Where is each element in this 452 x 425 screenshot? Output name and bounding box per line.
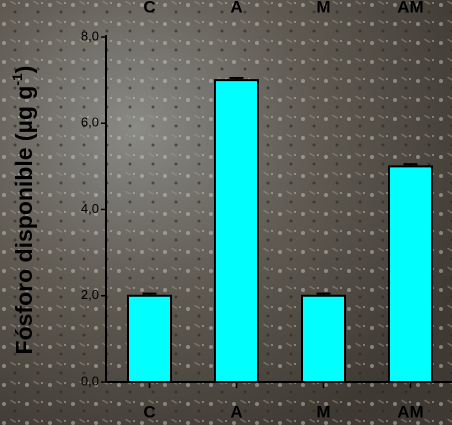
y-tick-label: 0,0 [81,373,99,388]
y-axis-label-text: Fósforo disponible (µg g [11,86,37,355]
y-tick-label: 2,0 [81,287,99,302]
bar [302,296,345,382]
bar [128,296,171,382]
y-axis-label: Fósforo disponible (µg g-1) [9,66,37,355]
chart: Fósforo disponible (µg g-1) 0,0 2,0 4,0 6,0… [0,0,452,425]
y-tick-label: 8,0 [81,28,99,43]
top-category-label: AM [397,0,423,16]
bar [389,166,432,382]
y-axis-label-superscript: -1 [9,73,25,86]
y-tick-label: 6,0 [81,115,99,130]
x-tick-label: C [143,402,155,421]
top-category-label: A [230,0,242,16]
bar [215,80,258,382]
top-category-label: M [316,0,330,16]
y-tick-label: 4,0 [81,201,99,216]
x-tick-label: A [230,402,242,421]
top-category-label: C [143,0,155,16]
x-tick-label: AM [397,402,423,421]
x-tick-label: M [316,402,330,421]
y-axis-label-suffix: ) [11,66,37,74]
